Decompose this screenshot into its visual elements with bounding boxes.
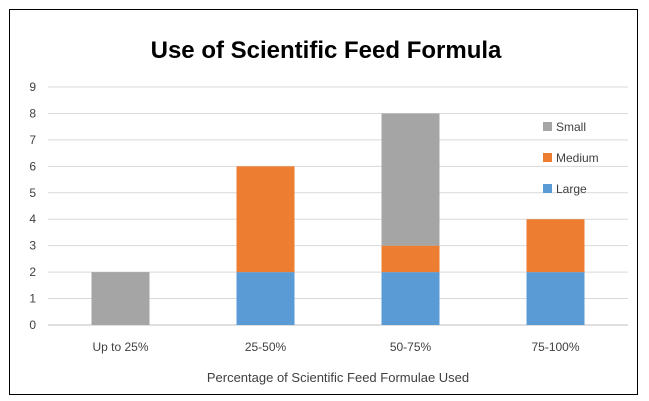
legend-label-large: Large [556, 182, 587, 196]
bar-small [91, 272, 150, 325]
bar-large [236, 272, 295, 325]
y-tick-label: 9 [29, 80, 36, 94]
x-tick-label: 75-100% [531, 340, 579, 354]
y-tick-label: 6 [29, 159, 36, 173]
x-tick-label: 25-50% [245, 340, 287, 354]
y-axis-ticks: 0 1 2 3 4 5 6 7 8 9 [29, 80, 36, 332]
x-tick-label: Up to 25% [92, 340, 148, 354]
legend-swatch-medium [543, 153, 552, 162]
legend-swatch-large [543, 184, 552, 193]
y-tick-label: 4 [29, 212, 36, 226]
y-tick-label: 8 [29, 106, 36, 120]
bar-large [526, 272, 585, 325]
bars [91, 113, 585, 325]
y-tick-label: 5 [29, 186, 36, 200]
y-tick-label: 1 [29, 292, 36, 306]
legend-label-medium: Medium [556, 151, 599, 165]
x-axis-label: Percentage of Scientific Feed Formulae U… [207, 370, 469, 385]
bar-medium [381, 245, 440, 273]
y-tick-label: 3 [29, 239, 36, 253]
y-tick-label: 2 [29, 265, 36, 279]
y-tick-label: 7 [29, 133, 36, 147]
bar-small [381, 113, 440, 246]
x-tick-label: 50-75% [390, 340, 432, 354]
legend: Small Medium Large [543, 120, 599, 196]
bar-large [381, 272, 440, 325]
chart-title: Use of Scientific Feed Formula [151, 37, 502, 64]
bar-medium [236, 166, 295, 273]
chart-frame [9, 9, 638, 395]
legend-swatch-small [543, 122, 552, 131]
y-tick-label: 0 [29, 318, 36, 332]
legend-label-small: Small [556, 120, 586, 134]
x-axis-ticks: Up to 25% 25-50% 50-75% 75-100% [92, 340, 579, 354]
bar-medium [526, 219, 585, 273]
